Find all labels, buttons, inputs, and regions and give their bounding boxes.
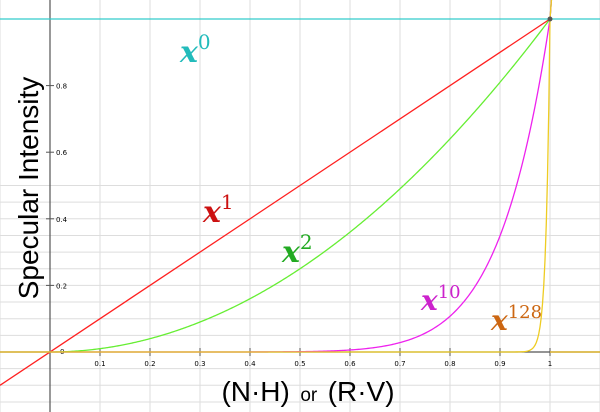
- x-axis-title-part-2: or: [300, 385, 318, 406]
- series-label-base: x: [179, 35, 199, 70]
- x-tick-label: 1: [548, 360, 552, 368]
- x-tick-label: 0.1: [94, 360, 105, 368]
- x-tick-label: 0.4: [244, 360, 256, 368]
- series-label-exponent: 128: [508, 302, 542, 323]
- point-one-one: [547, 16, 553, 22]
- ticks: 0.1 0.2 0.3 0.4 0.5 0.6 0.7 0.8 0.9 10 0.2 0.4 0.6 0.…: [46, 83, 552, 368]
- x-axis-title-part-3: (R·V): [328, 376, 395, 407]
- x-axis-title-part-1: (N·H): [221, 376, 289, 407]
- series-label-exponent: 2: [300, 230, 313, 254]
- x-axis-title: (N·H) or (R·V): [221, 376, 394, 407]
- series-label-x0: x0: [179, 30, 211, 70]
- series-label-base: x: [281, 235, 301, 270]
- series-label-base: x: [420, 284, 438, 317]
- series-label-x128: x128: [490, 302, 542, 337]
- series-label-base: x: [202, 195, 222, 230]
- series-label-x1: x1: [202, 190, 234, 230]
- x-tick-label: 0.3: [194, 360, 205, 368]
- series-label-exponent: 1: [221, 190, 234, 214]
- x-tick-label: 0.8: [444, 360, 455, 368]
- series-label-exponent: 10: [438, 282, 461, 303]
- y-tick-label: 0.2: [56, 282, 67, 290]
- x-tick-label: 0.2: [144, 360, 155, 368]
- x-tick-label: 0.6: [344, 360, 356, 368]
- x-tick-label: 0.7: [394, 360, 405, 368]
- y-tick-label: 0.6: [56, 149, 68, 157]
- series-label-x10: x10: [420, 282, 461, 317]
- series-line-x1: [0, 18, 551, 386]
- series-label-x2: x2: [281, 230, 313, 270]
- x-tick-label: 0.9: [494, 360, 505, 368]
- series-label-exponent: 0: [198, 30, 211, 54]
- curves: [0, 0, 600, 386]
- series-label-base: x: [490, 304, 508, 337]
- y-tick-label: 0.8: [56, 83, 67, 91]
- x-tick-label: 0.5: [294, 360, 305, 368]
- series-line-x128: [0, 0, 600, 353]
- y-axis-title: Specular Intensity: [13, 77, 44, 300]
- y-tick-label: 0.4: [56, 216, 68, 224]
